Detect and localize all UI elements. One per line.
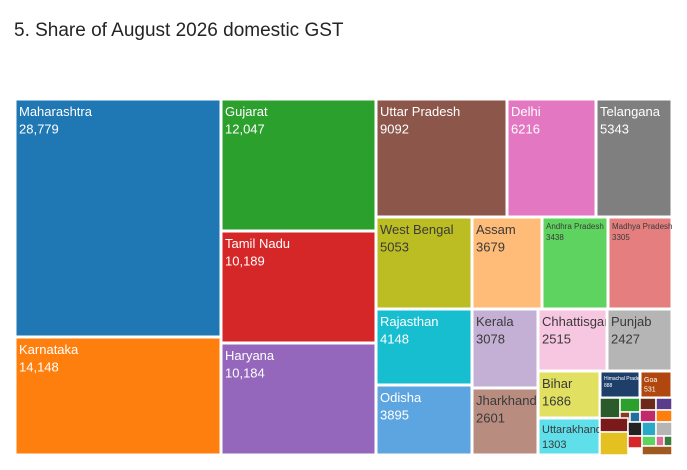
tile-value-uttar-pradesh: 9092 [380, 122, 409, 137]
tile-rect-delhi[interactable] [505, 97, 598, 219]
tile-assam[interactable]: Assam 3679 [470, 215, 544, 311]
small-tile[interactable] [629, 411, 641, 423]
tile-value-assam: 3679 [476, 240, 505, 255]
tile-value-punjab: 2427 [611, 332, 640, 347]
tile-name-himachal-pradesh: Himachal Pradesh [604, 376, 645, 382]
tile-name-rajasthan: Rajasthan [380, 314, 439, 329]
tile-name-delhi: Delhi [511, 104, 541, 119]
tile-delhi[interactable]: Delhi 6216 [505, 97, 598, 219]
tile-value-delhi: 6216 [511, 122, 540, 137]
tile-name-andhra-pradesh: Andhra Pradesh [546, 222, 604, 231]
tile-name-uttarakhand: Uttarakhand [542, 424, 602, 436]
tile-value-madhya-pradesh: 3305 [612, 233, 630, 242]
small-tile[interactable] [627, 435, 643, 449]
tile-rect-andhra-pradesh[interactable] [540, 215, 610, 311]
tile-name-odisha: Odisha [380, 390, 422, 405]
tile-name-jharkhand: Jharkhand [476, 393, 537, 408]
tile-name-haryana: Haryana [225, 348, 275, 363]
tile-name-assam: Assam [476, 222, 516, 237]
tile-rect-west-bengal[interactable] [374, 215, 474, 311]
tile-rect-punjab[interactable] [605, 307, 674, 373]
small-tile[interactable] [639, 409, 657, 423]
tile-name-telangana: Telangana [600, 104, 661, 119]
tile-bihar[interactable]: Bihar 1686 [536, 369, 602, 420]
tile-odisha[interactable]: Odisha 3895 [374, 383, 474, 457]
tile-name-punjab: Punjab [611, 314, 651, 329]
small-tile[interactable] [639, 397, 657, 411]
tile-value-karnataka: 14,148 [19, 360, 59, 375]
tile-telangana[interactable]: Telangana 5343 [594, 97, 674, 219]
tile-andhra-pradesh[interactable]: Andhra Pradesh 3438 [540, 215, 610, 311]
small-tile[interactable] [655, 397, 673, 411]
tile-value-andhra-pradesh: 3438 [546, 233, 564, 242]
small-tile[interactable] [641, 445, 673, 456]
tile-punjab[interactable]: Punjab 2427 [605, 307, 674, 373]
small-tile[interactable] [663, 435, 673, 447]
tile-kerala[interactable]: Kerala 3078 [470, 307, 540, 390]
tile-madhya-pradesh[interactable]: Madhya Pradesh 3305 [606, 215, 674, 311]
tile-goa[interactable]: Goa 531 [638, 369, 674, 400]
small-tile[interactable] [641, 435, 657, 447]
tile-tamil-nadu[interactable]: Tamil Nadu 10,189 [219, 229, 378, 345]
tile-name-bihar: Bihar [542, 376, 573, 391]
tile-name-goa: Goa [644, 377, 657, 384]
tile-value-telangana: 5343 [600, 122, 629, 137]
tile-maharashtra[interactable]: Maharashtra 28,779 [13, 97, 223, 339]
tile-chhattisgarh[interactable]: Chhattisgarh 2515 [536, 307, 616, 373]
small-tile[interactable] [641, 421, 657, 437]
small-tile[interactable] [599, 417, 629, 433]
small-tile[interactable] [619, 397, 641, 413]
tile-value-jharkhand: 2601 [476, 411, 505, 426]
tile-name-tamil-nadu: Tamil Nadu [225, 236, 290, 251]
tile-rect-haryana[interactable] [219, 341, 378, 457]
tile-value-chhattisgarh: 2515 [542, 332, 571, 347]
tile-rect-jharkhand[interactable] [470, 386, 540, 457]
tile-rect-kerala[interactable] [470, 307, 540, 390]
tile-name-chhattisgarh: Chhattisgarh [542, 314, 616, 329]
tile-rect-telangana[interactable] [594, 97, 674, 219]
tile-rect-rajasthan[interactable] [374, 307, 474, 387]
tile-value-tamil-nadu: 10,189 [225, 254, 265, 269]
tile-value-maharashtra: 28,779 [19, 122, 59, 137]
tile-name-maharashtra: Maharashtra [19, 104, 93, 119]
small-tile[interactable] [655, 421, 673, 437]
tile-value-bihar: 1686 [542, 394, 571, 409]
tile-value-haryana: 10,184 [225, 366, 265, 381]
tile-uttarakhand[interactable]: Uttarakhand 1303 [536, 416, 602, 457]
tile-name-west-bengal: West Bengal [380, 222, 454, 237]
small-tile[interactable] [655, 409, 673, 423]
small-tile[interactable] [655, 435, 665, 447]
small-tile[interactable] [599, 431, 629, 456]
tile-name-uttar-pradesh: Uttar Pradesh [380, 104, 460, 119]
tile-gujarat[interactable]: Gujarat 12,047 [219, 97, 378, 233]
tile-jharkhand[interactable]: Jharkhand 2601 [470, 386, 540, 457]
chart-title: 5. Share of August 2026 domestic GST [14, 20, 344, 41]
tile-name-gujarat: Gujarat [225, 104, 268, 119]
tile-value-odisha: 3895 [380, 408, 409, 423]
tile-karnataka[interactable]: Karnataka 14,148 [13, 335, 223, 457]
tile-rect-goa[interactable] [638, 369, 674, 400]
tile-value-kerala: 3078 [476, 332, 505, 347]
tile-rect-uttar-pradesh[interactable] [374, 97, 509, 219]
tile-value-west-bengal: 5053 [380, 240, 409, 255]
small-tile[interactable] [599, 397, 621, 419]
tile-value-uttarakhand: 1303 [542, 439, 566, 451]
small-tile[interactable] [627, 421, 643, 437]
tile-name-madhya-pradesh: Madhya Pradesh [612, 222, 672, 231]
tile-value-himachal-pradesh: 888 [604, 383, 613, 389]
tile-value-gujarat: 12,047 [225, 122, 265, 137]
tile-value-goa: 531 [644, 386, 656, 393]
tile-name-karnataka: Karnataka [19, 342, 79, 357]
tile-rect-karnataka[interactable] [13, 335, 223, 457]
tile-rect-chhattisgarh[interactable] [536, 307, 609, 373]
tile-value-rajasthan: 4148 [380, 332, 409, 347]
tile-rajasthan[interactable]: Rajasthan 4148 [374, 307, 474, 387]
tile-west-bengal[interactable]: West Bengal 5053 [374, 215, 474, 311]
tile-name-kerala: Kerala [476, 314, 514, 329]
tile-uttar-pradesh[interactable]: Uttar Pradesh 9092 [374, 97, 509, 219]
tile-haryana[interactable]: Haryana 10,184 [219, 341, 378, 457]
